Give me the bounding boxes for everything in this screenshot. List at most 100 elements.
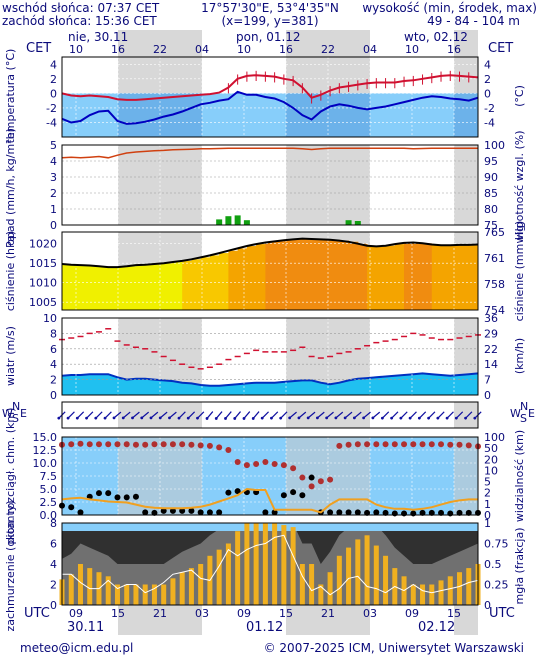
cloud-base-dot (410, 510, 417, 517)
wind-arrow-head (371, 416, 375, 420)
hour-label-top: 22 (153, 43, 167, 56)
wind-dir-compass-right: W N S E (510, 400, 535, 425)
tick-label: 22 (484, 343, 498, 356)
cloud-top-dot (179, 441, 186, 448)
pressure-area (450, 245, 461, 310)
wind-arrow (67, 411, 75, 419)
wind-arrow-head (260, 416, 264, 420)
hour-label-bottom: 09 (69, 607, 83, 620)
tick-label: -4 (484, 116, 495, 129)
cloud-bar (290, 527, 296, 605)
cloud-base-dot (428, 509, 435, 516)
cloud-bar (281, 525, 287, 605)
cloud-top-dot (86, 441, 93, 448)
cloud-bar (373, 545, 379, 605)
wind-arrow-head (168, 416, 171, 420)
tick-label: 0 (484, 389, 491, 402)
hour-label-top: 10 (237, 43, 251, 56)
wind-dir-compass-left: W N S E (2, 400, 27, 425)
visibility-ylabel-right: widzialność (km) (513, 430, 526, 522)
tick-label: 0 (50, 219, 57, 232)
wind-arrow (86, 411, 94, 419)
cloud-base-dot (77, 509, 84, 516)
cloud-top-dot (151, 441, 158, 448)
tick-label: 1010 (29, 277, 57, 290)
compass-label: E (528, 407, 535, 420)
tick-label: 100 (484, 139, 505, 152)
wind-arrow-head (196, 416, 199, 420)
cloud-bar (124, 584, 130, 605)
tick-label: -4 (46, 116, 57, 129)
wind-arrow-head (242, 417, 246, 420)
wind-arrow-head (251, 417, 255, 420)
cloud-top-dot (364, 441, 371, 448)
wind-arrow (122, 411, 131, 419)
cloud-bar (272, 523, 278, 605)
tick-label: 4 (50, 558, 57, 571)
cloud-bar (225, 543, 231, 605)
wind-arrow (169, 411, 177, 419)
cloud-top-dot (197, 442, 204, 449)
wind-arrow (465, 411, 473, 419)
cloudbase-ylabel-left: pion. rozciągł. chm. (km) (4, 408, 17, 545)
pressure-area (219, 253, 229, 310)
pressure-area (145, 264, 155, 310)
pressure-area (163, 263, 174, 310)
tick-label: 2.5 (40, 496, 58, 509)
cloud-top-dot (308, 483, 315, 490)
cloud-base-dot (280, 492, 287, 499)
wind-arrow-head (112, 416, 116, 420)
hour-label-bottom: 21 (321, 607, 335, 620)
wind-arrow (159, 411, 168, 419)
cloud-bar (161, 584, 167, 605)
wind-arrow-head (297, 416, 301, 420)
tick-label: 100 (484, 431, 505, 444)
wind-arrow (150, 411, 159, 419)
wind-arrow (243, 411, 251, 419)
pressure-area (357, 243, 368, 310)
night-band-bottom (454, 605, 478, 635)
tick-label: 6 (50, 343, 57, 356)
precip-bar (354, 221, 361, 225)
cloud-top-dot (456, 441, 463, 448)
cloud-base-dot (271, 509, 278, 516)
tick-label: 80 (484, 203, 498, 216)
cloud-bar (77, 564, 83, 605)
cloud-bar (262, 523, 268, 605)
pressure-area (200, 257, 211, 310)
cloud-top-dot (391, 441, 398, 448)
wind-arrow (298, 411, 307, 419)
pressure-area (237, 248, 248, 310)
tz-right-top: CET (488, 41, 513, 56)
tick-label: 5 (50, 139, 57, 152)
compass-label: E (20, 407, 27, 420)
pressure-area (62, 263, 72, 310)
wind-arrow-head (233, 417, 237, 420)
tick-label: 3 (50, 171, 57, 184)
footer-copyright: © 2007-2025 ICM, Uniwersytet Warszawski (264, 641, 524, 655)
panel-frame (61, 144, 479, 226)
pressure-area (293, 239, 303, 310)
date-label: 30.11 (67, 620, 104, 635)
cloud-base-dot (197, 509, 204, 516)
cloud-base-dot (290, 489, 297, 496)
wind-arrow-head (399, 416, 403, 420)
cloud-base-dot (438, 509, 445, 516)
panels (57, 56, 482, 606)
axis-labels: temperatura (°C) (°C) opad (mm/h, kg/m²h… (4, 49, 526, 632)
tick-label: 2 (484, 73, 491, 86)
night-band (454, 145, 478, 225)
cloud-top-dot (216, 444, 223, 451)
cloud-top-dot (419, 441, 426, 448)
wind-arrow-head (94, 416, 98, 420)
tick-label: 36 (484, 312, 498, 325)
temp-ylabel-right: (°C) (513, 85, 526, 107)
footer-email[interactable]: meteo@icm.edu.pl (20, 641, 133, 655)
altitude-values: 49 - 84 - 104 m (427, 14, 520, 28)
tick-label: 14 (484, 358, 498, 371)
hour-label-bottom: 09 (237, 607, 251, 620)
cloud-bar (420, 584, 426, 605)
hour-label-bottom: 15 (447, 607, 461, 620)
tick-label: 4 (484, 58, 491, 71)
